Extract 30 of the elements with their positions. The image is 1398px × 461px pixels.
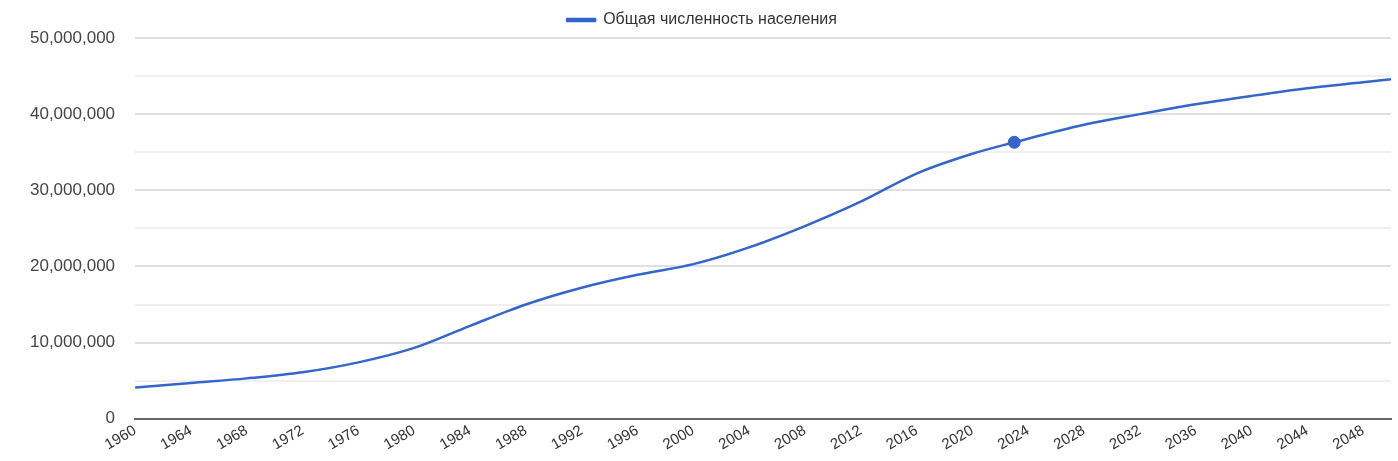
y-tick-label: 0 [105, 408, 116, 428]
y-tick-label: 20,000,000 [29, 256, 116, 276]
legend-label: Общая численность населения [603, 10, 837, 28]
x-tick-label: 2004 [715, 420, 753, 453]
x-tick-label: 1980 [380, 420, 418, 453]
x-tick-label: 2000 [659, 420, 697, 453]
x-tick-label: 2032 [1106, 420, 1144, 453]
y-tick-label: 40,000,000 [29, 103, 116, 123]
x-tick-label: 1988 [492, 420, 530, 453]
x-tick-label: 1984 [436, 420, 474, 453]
x-tick-label: 1968 [212, 420, 251, 453]
x-tick-label: 2016 [882, 420, 921, 453]
x-tick-label: 1976 [324, 420, 362, 453]
y-tick-label: 10,000,000 [29, 332, 116, 352]
x-tick-label: 2008 [771, 420, 809, 453]
x-tick-label: 2040 [1217, 420, 1256, 453]
x-tick-label: 2028 [1050, 420, 1088, 453]
x-tick-label: 1996 [603, 420, 642, 453]
x-tick-label: 2048 [1329, 420, 1367, 453]
line-series [135, 77, 1391, 389]
x-tick-label: 2036 [1161, 420, 1200, 453]
x-tick-label: 1964 [157, 420, 195, 453]
x-tick-label: 1992 [547, 420, 586, 453]
x-tick-label: 2044 [1273, 420, 1311, 453]
y-tick-label: 30,000,000 [29, 179, 116, 199]
y-tick-label: 50,000,000 [29, 27, 116, 47]
x-tick-label: 2024 [994, 420, 1032, 453]
x-tick-label: 2020 [938, 420, 976, 453]
x-tick-label: 2012 [826, 420, 865, 453]
x-tick-label: 1972 [268, 420, 307, 453]
